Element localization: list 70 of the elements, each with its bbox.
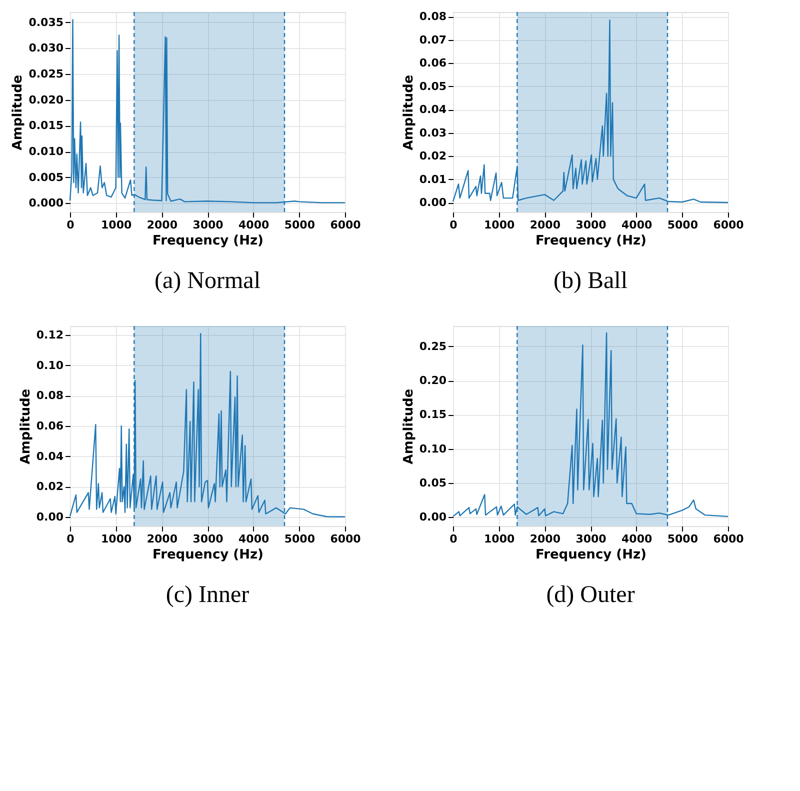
x-tick-label: 5000 <box>667 218 698 232</box>
y-tick-label: 0.04 <box>419 103 447 116</box>
x-tick-label: 4000 <box>622 218 652 232</box>
y-tick-label: 0.05 <box>419 80 446 93</box>
x-tick-label: 3000 <box>576 218 607 232</box>
y-tick-label: 0.015 <box>28 119 64 132</box>
x-tick-label: 5000 <box>284 532 316 546</box>
x-tick-label: 3000 <box>192 218 224 232</box>
y-tick-label: 0.02 <box>419 150 446 163</box>
x-tick-label: 1000 <box>101 532 132 546</box>
y-tick-label: 0.000 <box>28 196 64 210</box>
y-tick-label: 0.010 <box>28 145 64 158</box>
x-tick-label: 3000 <box>576 532 607 546</box>
y-tick-label: 0.00 <box>36 510 64 524</box>
y-axis-title: Amplitude <box>401 388 416 464</box>
y-tick-label: 0.08 <box>36 389 64 402</box>
y-tick-label: 0.15 <box>419 408 446 422</box>
y-axis-title: Amplitude <box>401 74 416 150</box>
x-tick-label: 6000 <box>330 218 362 232</box>
x-tick-label: 1000 <box>484 218 515 232</box>
y-tick-label: 0.03 <box>419 126 446 140</box>
x-tick-label: 1000 <box>484 532 515 546</box>
x-tick-label: 1000 <box>101 218 132 232</box>
x-axis-title: Frequency (Hz) <box>152 548 264 562</box>
y-tick-label: 0.025 <box>28 68 64 81</box>
y-tick-label: 0.00 <box>419 196 447 210</box>
y-tick-label: 0.07 <box>419 33 446 46</box>
y-tick-label: 0.25 <box>419 340 446 353</box>
x-tick-label: 0 <box>450 218 458 232</box>
y-tick-label: 0.05 <box>419 476 446 490</box>
y-tick-label: 0.20 <box>419 374 447 388</box>
y-tick-label: 0.06 <box>36 420 64 432</box>
x-tick-label: 6000 <box>713 532 744 546</box>
y-axis-title: Amplitude <box>18 388 34 464</box>
x-tick-label: 2000 <box>530 218 561 232</box>
x-tick-label: 0 <box>450 532 458 546</box>
x-tick-label: 6000 <box>330 532 362 546</box>
text: (d) Outer <box>546 582 635 608</box>
x-tick-label: 0 <box>66 218 75 232</box>
x-tick-label: 2000 <box>146 532 178 546</box>
x-axis-title: Frequency (Hz) <box>536 548 646 562</box>
y-tick-label: 0.10 <box>36 358 64 372</box>
x-tick-label: 4000 <box>622 532 652 546</box>
y-axis-title: Amplitude <box>10 74 26 150</box>
y-tick-label: 0.06 <box>419 56 447 70</box>
x-tick-label: 5000 <box>284 218 316 232</box>
text: (c) Inner <box>166 582 250 608</box>
y-tick-label: 0.04 <box>36 450 64 463</box>
y-tick-label: 0.08 <box>419 10 446 24</box>
y-tick-label: 0.00 <box>419 510 447 524</box>
y-tick-label: 0.01 <box>419 172 446 186</box>
y-tick-label: 0.12 <box>36 328 64 342</box>
x-tick-label: 4000 <box>238 532 270 546</box>
y-tick-label: 0.02 <box>36 480 64 494</box>
x-axis-title: Frequency (Hz) <box>536 234 646 248</box>
x-tick-label: 2000 <box>530 532 561 546</box>
text: (b) Ball <box>554 268 628 294</box>
y-tick-label: 0.005 <box>28 170 64 184</box>
x-axis-title: Frequency (Hz) <box>152 234 264 248</box>
x-tick-label: 5000 <box>667 532 698 546</box>
x-tick-label: 2000 <box>146 218 178 232</box>
y-tick-label: 0.030 <box>28 42 64 55</box>
y-tick-label: 0.035 <box>28 16 64 29</box>
x-tick-label: 6000 <box>713 218 744 232</box>
x-tick-label: 4000 <box>238 218 270 232</box>
y-tick-label: 0.020 <box>28 93 64 106</box>
text: (a) Normal <box>154 268 261 294</box>
x-tick-label: 0 <box>66 532 75 546</box>
x-tick-label: 3000 <box>192 532 224 546</box>
y-tick-label: 0.10 <box>419 442 447 456</box>
